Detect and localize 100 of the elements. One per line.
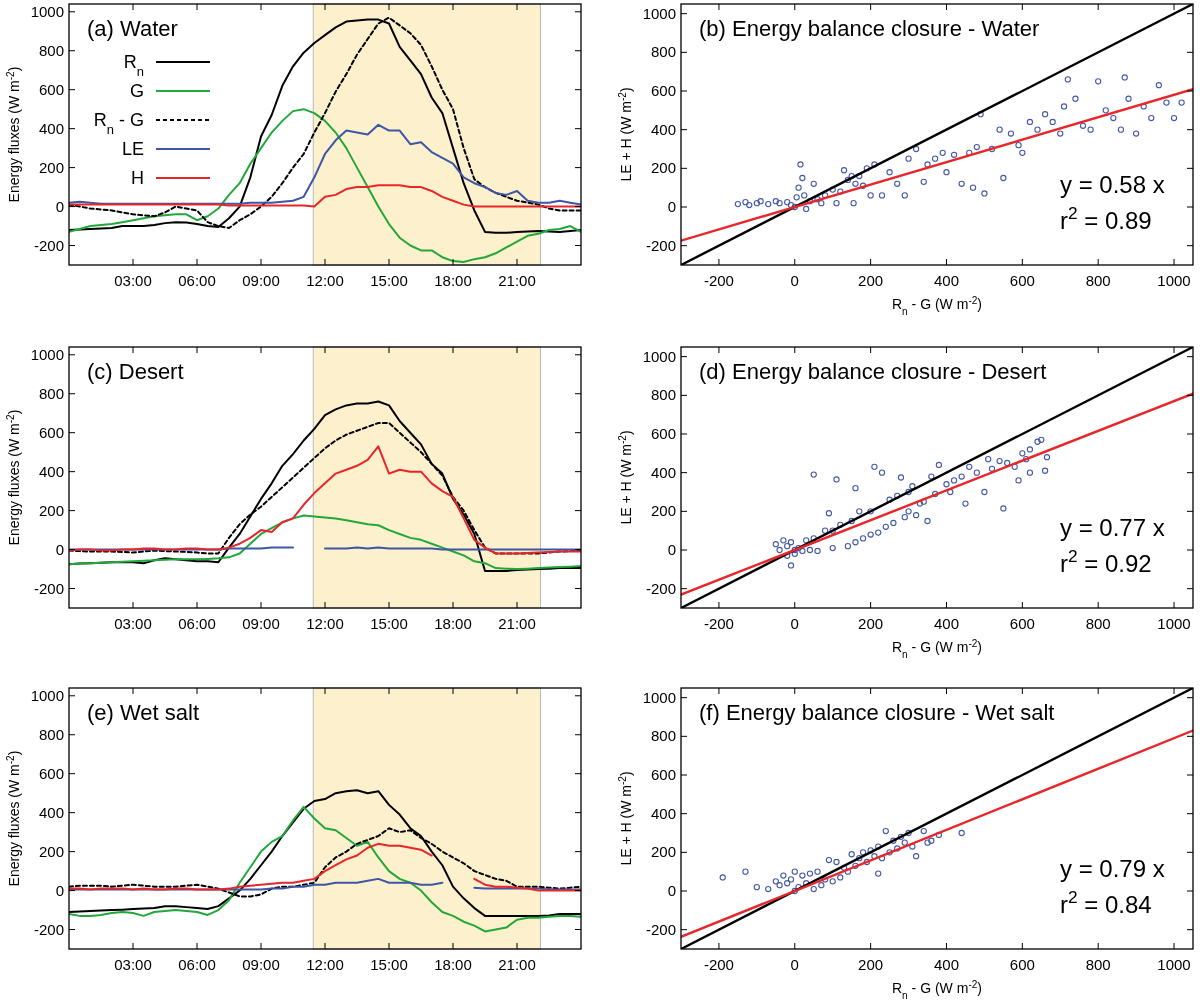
x-tick-label: 15:00 <box>370 615 408 632</box>
x-tick-label: 800 <box>1085 615 1111 632</box>
y-tick-label: 0 <box>667 541 676 558</box>
annotation: y = 0.58 x <box>1060 171 1165 198</box>
y-tick-label: 200 <box>38 158 64 176</box>
y-tick-label: 400 <box>650 120 676 138</box>
x-tick-label: 18:00 <box>434 272 472 289</box>
x-tick-label: 09:00 <box>242 615 280 632</box>
y-tick-label: 800 <box>650 43 676 61</box>
text: (a) Water <box>87 16 178 41</box>
y-tick-label: 0 <box>55 197 64 215</box>
x-tick-label: 400 <box>933 615 959 632</box>
annotation: r$^{2}$ = 0.92 <box>1060 546 1152 577</box>
y-tick-label: 400 <box>38 803 64 821</box>
x-tick-label: 06:00 <box>178 272 216 289</box>
x-tick-label: 15:00 <box>370 272 408 289</box>
y-tick-label: 200 <box>650 843 676 861</box>
y-tick-label: 1000 <box>642 347 676 365</box>
x-tick-label: 03:00 <box>114 956 152 973</box>
y-tick-label: 400 <box>650 463 676 481</box>
x-tick-label: 0 <box>790 615 799 632</box>
text: (d) Energy balance closure - Desert <box>699 359 1047 384</box>
y-tick-label: -200 <box>645 920 676 938</box>
y-tick-label: -200 <box>33 579 64 597</box>
x-tick-label: 600 <box>1009 956 1035 973</box>
y-tick-label: 600 <box>38 764 64 782</box>
legend-label: H <box>131 168 144 188</box>
y-tick-label: 800 <box>38 41 64 59</box>
x-tick-label: 21:00 <box>498 615 536 632</box>
text: (f) Energy balance closure - Wet salt <box>699 700 1055 725</box>
x-tick-label: 03:00 <box>114 272 152 289</box>
x-tick-label: 400 <box>933 272 959 289</box>
x-tick-label: -200 <box>703 272 734 289</box>
x-tick-label: 0 <box>790 956 799 973</box>
y-tick-label: 1000 <box>642 688 676 706</box>
x-tick-label: 200 <box>858 615 884 632</box>
y-tick-label: -200 <box>33 236 64 254</box>
x-axis-title: R$_{n}$ - G (W m$^{-2}$) <box>891 294 983 317</box>
y-tick-label: -200 <box>645 579 676 597</box>
x-tick-label: 18:00 <box>434 615 472 632</box>
x-tick-label: 1000 <box>1157 615 1191 632</box>
y-tick-label: 200 <box>38 501 64 519</box>
y-tick-label: 1000 <box>30 686 64 704</box>
y-tick-label: 200 <box>650 502 676 520</box>
x-tick-label: -200 <box>703 956 734 973</box>
x-tick-label: 200 <box>858 956 884 973</box>
y-tick-label: 1000 <box>642 4 676 22</box>
y-tick-label: 800 <box>650 727 676 745</box>
y-tick-label: 0 <box>667 882 676 899</box>
x-tick-label: 21:00 <box>498 956 536 973</box>
y-tick-label: 600 <box>650 766 676 783</box>
y-tick-label: 1000 <box>30 2 64 20</box>
y-tick-label: 400 <box>38 462 64 480</box>
y-tick-label: 400 <box>650 804 676 822</box>
annotation: y = 0.79 x <box>1060 855 1165 882</box>
x-tick-label: 0 <box>790 272 799 289</box>
legend-label: R$_{n}$ - G <box>93 110 144 137</box>
y-tick-label: 0 <box>55 540 64 558</box>
x-tick-label: 200 <box>858 272 884 289</box>
x-tick-label: 400 <box>933 956 959 973</box>
x-tick-label: 03:00 <box>114 615 152 632</box>
x-tick-label: 1000 <box>1157 272 1191 289</box>
x-tick-label: 21:00 <box>498 272 536 289</box>
annotation: r$^{2}$ = 0.89 <box>1060 203 1152 234</box>
x-tick-label: 12:00 <box>306 272 344 289</box>
x-tick-label: 06:00 <box>178 615 216 632</box>
y-tick-label: 600 <box>650 425 676 442</box>
x-axis-title: R$_{n}$ - G (W m$^{-2}$) <box>891 637 983 660</box>
y-tick-label: 200 <box>650 159 676 177</box>
y-tick-label: -200 <box>645 236 676 254</box>
text: (c) Desert <box>87 359 184 384</box>
x-tick-label: 12:00 <box>306 615 344 632</box>
x-tick-label: 1000 <box>1157 956 1191 973</box>
x-tick-label: 06:00 <box>178 956 216 973</box>
y-tick-label: 0 <box>667 198 676 215</box>
x-tick-label: 600 <box>1009 615 1035 632</box>
y-tick-label: 0 <box>55 881 64 899</box>
y-tick-label: 800 <box>38 725 64 743</box>
y-tick-label: 800 <box>650 386 676 404</box>
legend-label: G <box>129 81 144 101</box>
y-tick-label: 600 <box>650 82 676 99</box>
text: (b) Energy balance closure - Water <box>699 16 1040 41</box>
x-tick-label: -200 <box>703 615 734 632</box>
x-tick-label: 09:00 <box>242 272 280 289</box>
y-tick-label: 600 <box>38 80 64 98</box>
annotation: y = 0.77 x <box>1060 514 1165 541</box>
text: (e) Wet salt <box>87 700 200 725</box>
x-axis-title: R$_{n}$ - G (W m$^{-2}$) <box>891 978 983 1000</box>
legend-label: LE <box>121 139 144 159</box>
y-tick-label: 600 <box>38 423 64 441</box>
x-tick-label: 800 <box>1085 956 1111 973</box>
x-tick-label: 09:00 <box>242 956 280 973</box>
legend-label: R$_{n}$ <box>123 52 144 79</box>
y-tick-label: 400 <box>38 119 64 137</box>
y-tick-label: 200 <box>38 842 64 860</box>
y-tick-label: -200 <box>33 920 64 938</box>
x-tick-label: 15:00 <box>370 956 408 973</box>
y-tick-label: 800 <box>38 384 64 402</box>
x-tick-label: 18:00 <box>434 956 472 973</box>
x-tick-label: 12:00 <box>306 956 344 973</box>
